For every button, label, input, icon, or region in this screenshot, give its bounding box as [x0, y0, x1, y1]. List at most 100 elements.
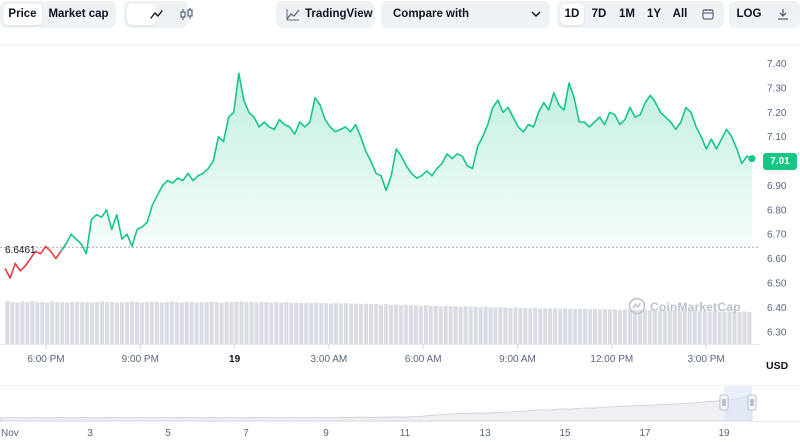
volume-bar [533, 307, 538, 344]
volume-bar [563, 308, 568, 344]
volume-bar [652, 309, 657, 344]
volume-bar [324, 303, 329, 344]
volume-bar [707, 311, 712, 344]
volume-bar [742, 311, 747, 344]
volume-bar [627, 309, 632, 344]
volume-bar [105, 302, 110, 344]
volume-bar [727, 311, 732, 344]
volume-bar [65, 302, 70, 344]
y-tick-label: 7.40 [767, 59, 787, 70]
volume-bar [598, 309, 603, 344]
volume-bar [428, 305, 433, 344]
volume-bar [478, 307, 483, 344]
volume-bar [747, 312, 752, 344]
navigator-tick-label: 9 [323, 428, 329, 439]
price-area [60, 73, 752, 254]
chart-toolbar: Price Market cap TradingView Compare wit… [0, 0, 800, 30]
volume-bar [85, 302, 90, 344]
currency-label: USD [766, 360, 789, 372]
volume-bar [717, 311, 722, 344]
range-navigator[interactable]: Nov 3 5 7 9 11 13 15 17 19 [0, 385, 800, 442]
calendar-icon [702, 9, 714, 20]
volume-bar [95, 302, 100, 344]
volume-bar [553, 308, 558, 344]
cmc-logo-icon [628, 297, 646, 315]
navigator-tick-label: 5 [165, 428, 171, 439]
range-1y[interactable]: 1Y [646, 8, 662, 20]
volume-bar [443, 305, 448, 344]
current-price-badge: 7.01 [763, 153, 797, 170]
line-chart-button[interactable] [127, 4, 163, 25]
tab-price[interactable]: Price [3, 4, 42, 25]
volume-bar [90, 302, 95, 344]
volume-bar [528, 308, 533, 344]
range-1m[interactable]: 1M [619, 8, 635, 20]
volume-bar [548, 308, 553, 344]
volume-bar [682, 310, 687, 344]
watermark-text: CoinMarketCap [650, 300, 741, 314]
volume-bar [423, 305, 428, 344]
line-chart-icon [149, 10, 163, 19]
candlestick-button[interactable] [157, 4, 193, 25]
volume-bar [299, 303, 304, 344]
volume-bars [5, 301, 752, 344]
tab-market-cap[interactable]: Market cap [48, 8, 109, 20]
volume-bar [722, 311, 727, 344]
tradingview-button[interactable]: TradingView [276, 1, 374, 28]
compare-dropdown[interactable]: Compare with [381, 1, 550, 28]
volume-bar [632, 309, 637, 344]
price-chart[interactable]: 7.40 7.30 7.20 7.10 6.90 6.80 6.70 6.60 6.50 6.40… [0, 44, 800, 374]
volume-bar [329, 303, 334, 344]
range-7d[interactable]: 7D [591, 8, 607, 20]
volume-bar [662, 310, 667, 344]
volume-bar [50, 301, 55, 344]
volume-bar [239, 301, 244, 344]
x-tick-label: 19 [229, 354, 241, 365]
volume-bar [339, 303, 344, 344]
volume-bar [114, 302, 120, 344]
volume-bar [264, 302, 269, 344]
volume-bar [294, 302, 299, 344]
navigator-tick-label: 11 [400, 428, 411, 439]
volume-bar [393, 304, 398, 344]
volume-bar [174, 302, 179, 344]
volume-bar [607, 309, 613, 344]
volume-bar [697, 310, 702, 344]
range-1d[interactable]: 1D [560, 4, 584, 25]
volume-bar [363, 303, 369, 344]
gridlines [0, 44, 800, 345]
navigator-handles[interactable] [719, 394, 757, 411]
calendar-button[interactable] [695, 4, 721, 25]
volume-bar [637, 309, 642, 344]
y-tick-label: 6.70 [767, 230, 787, 241]
volume-bar [617, 309, 623, 344]
y-tick-label: 6.50 [767, 279, 787, 290]
volume-bar [473, 306, 478, 344]
log-scale-button[interactable]: LOG [736, 8, 762, 20]
volume-bar [622, 309, 627, 344]
volume-bar [358, 304, 364, 344]
volume-bar [244, 302, 249, 344]
navigator-selection[interactable] [724, 386, 752, 421]
y-axis: 7.40 7.30 7.20 7.10 6.90 6.80 6.70 6.60 6.50 6.40… [767, 59, 787, 338]
volume-bar [483, 306, 488, 344]
download-button[interactable] [769, 4, 797, 25]
volume-bar [518, 307, 523, 344]
volume-bar [40, 302, 45, 344]
volume-bar [234, 302, 239, 344]
volume-bar [25, 302, 30, 344]
volume-bar [354, 303, 359, 344]
y-tick-label: 7.30 [767, 83, 787, 94]
volume-bar [573, 308, 578, 344]
volume-bar [642, 309, 647, 344]
candlestick-icon [179, 8, 193, 20]
volume-bar [60, 302, 65, 344]
volume-bar [75, 301, 80, 344]
range-all[interactable]: All [672, 8, 688, 20]
volume-bar [498, 307, 503, 344]
volume-bar [508, 307, 513, 344]
volume-bar [344, 303, 349, 344]
navigator-tick-label: 17 [639, 428, 651, 439]
volume-bar [413, 305, 418, 344]
volume-bar [35, 302, 40, 344]
